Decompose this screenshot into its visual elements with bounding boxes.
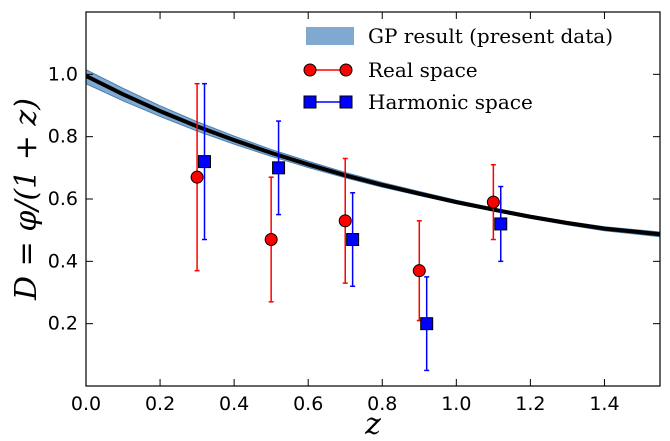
gp-band bbox=[86, 69, 660, 238]
x-tick-label: 0.0 bbox=[71, 393, 101, 415]
x-tick-label: 0.8 bbox=[367, 393, 397, 415]
gp-band-layer bbox=[86, 69, 660, 238]
y-tick-label: 1.0 bbox=[48, 63, 78, 85]
y-tick-label: 0.6 bbox=[48, 188, 78, 210]
real-point bbox=[264, 233, 278, 247]
x-tick-label: 0.6 bbox=[293, 393, 323, 415]
real-point bbox=[486, 195, 500, 209]
x-tick-label: 1.2 bbox=[515, 393, 545, 415]
real-point bbox=[412, 264, 426, 278]
legend-real-marker bbox=[339, 63, 353, 77]
legend: GP result (present data) Real space Harm… bbox=[303, 24, 613, 114]
legend-real-label: Real space bbox=[368, 58, 478, 82]
harmonic-point bbox=[198, 155, 212, 169]
legend-harmonic-marker bbox=[303, 95, 317, 109]
legend-band-swatch bbox=[306, 27, 354, 45]
harmonic-point bbox=[272, 161, 286, 175]
real-point bbox=[338, 214, 352, 228]
tick-layer: 0.0 0.2 0.4 0.6 0.8 1.0 1.2 1.4 0.2 0.4 0.6 0.8 1.0 bbox=[48, 12, 660, 415]
legend-harmonic-marker bbox=[339, 95, 353, 109]
gp-mean-line bbox=[86, 74, 660, 237]
x-tick-label: 1.0 bbox=[441, 393, 471, 415]
real-point bbox=[190, 170, 204, 184]
x-tick-label: 1.4 bbox=[589, 393, 619, 415]
legend-harmonic-label: Harmonic space bbox=[368, 90, 533, 114]
y-tick-label: 0.8 bbox=[48, 126, 78, 148]
series-layer bbox=[190, 82, 508, 372]
y-axis-label: D = φ/(1 + z) bbox=[9, 98, 44, 301]
x-axis-label: z bbox=[364, 407, 381, 441]
y-tick-label: 0.4 bbox=[48, 250, 78, 272]
harmonic-point bbox=[420, 317, 434, 331]
harmonic-point bbox=[346, 233, 360, 247]
legend-real-marker bbox=[303, 63, 317, 77]
y-tick-label: 0.2 bbox=[48, 313, 78, 335]
legend-band-label: GP result (present data) bbox=[368, 24, 613, 48]
x-tick-label: 0.2 bbox=[145, 393, 175, 415]
harmonic-point bbox=[494, 217, 508, 231]
x-tick-label: 0.4 bbox=[219, 393, 249, 415]
